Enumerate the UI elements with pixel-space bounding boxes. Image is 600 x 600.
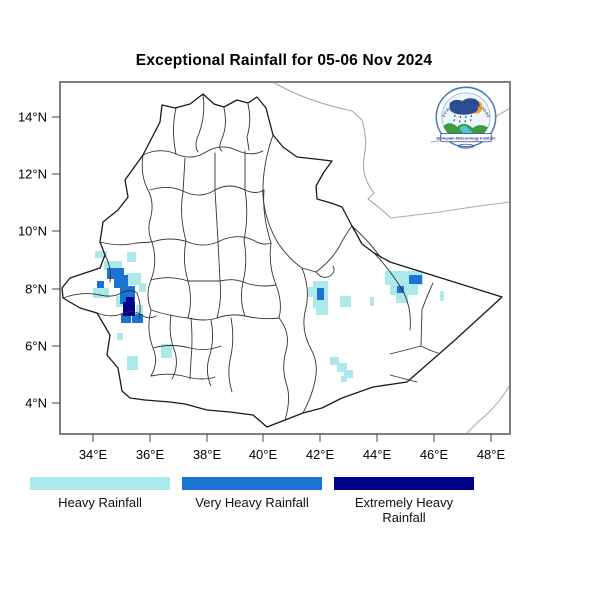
rain-cell-heavy	[95, 251, 107, 258]
legend-item-very-heavy: Very Heavy Rainfall	[182, 477, 322, 510]
rainfall-legend: Heavy Rainfall Very Heavy Rainfall Extre…	[0, 477, 600, 525]
lon-tick-label: 48°E	[477, 447, 506, 462]
rain-cell-heavy	[127, 252, 136, 262]
rain-cell-heavy	[440, 291, 444, 301]
ethiopia-outline	[61, 93, 503, 428]
rainfall-layer	[93, 251, 444, 382]
river-icon	[459, 125, 475, 135]
rain-cloud-icon	[449, 98, 480, 115]
lat-tick-label: 6°N	[25, 339, 47, 354]
somalia-indian-ocean-coastline	[465, 384, 511, 435]
lon-tick-label: 36°E	[136, 447, 165, 462]
rain-cell-heavy	[127, 356, 138, 370]
lon-tick-label: 44°E	[363, 447, 392, 462]
lon-tick-label: 38°E	[193, 447, 222, 462]
legend-swatch-very-heavy	[182, 477, 322, 490]
lon-tick-label: 40°E	[249, 447, 278, 462]
rain-cell-heavy	[396, 293, 408, 303]
rain-cell-heavy	[370, 297, 374, 306]
rain-cell-heavy	[139, 283, 146, 292]
map-title: Exceptional Rainfall for 05-06 Nov 2024	[135, 52, 433, 69]
logo-base-oval	[457, 143, 475, 149]
legend-item-heavy: Heavy Rainfall	[30, 477, 170, 510]
rain-cell-heavy	[316, 306, 328, 315]
lat-tick-label: 4°N	[25, 396, 47, 411]
rain-cell-heavy	[161, 344, 172, 358]
rain-cell-very_heavy	[317, 288, 324, 300]
rain-cell-heavy	[341, 376, 347, 382]
rain-cell-heavy	[126, 273, 141, 285]
rain-cell-heavy	[308, 287, 314, 297]
rain-cell-heavy	[116, 296, 123, 307]
map-frame	[59, 81, 511, 435]
lon-tick-label: 46°E	[420, 447, 449, 462]
meteorology-institute-logo: የኢትዮጵያ ሜቲዎሮሎጂ ኢንስቲትዩት Ethiopian Meteorol…	[429, 78, 497, 149]
axis-layer: 34°E 36°E 38°E 40°E 42°E 44°E 46°E 48°E 14°N 12°N…	[18, 110, 506, 463]
rain-cell-heavy	[337, 363, 347, 372]
legend-label-heavy: Heavy Rainfall	[58, 495, 142, 510]
logo-institute-name: Ethiopian Meteorology Institute	[436, 135, 496, 140]
rain-cell-heavy	[136, 305, 143, 318]
rain-cell-very_heavy	[121, 313, 131, 323]
lat-tick-label: 14°N	[18, 110, 47, 125]
rain-cell-very_heavy	[97, 281, 104, 288]
legend-label-very-heavy: Very Heavy Rainfall	[195, 495, 309, 510]
logo-banner	[440, 133, 492, 143]
admin-zone-boundaries	[62, 94, 439, 421]
legend-label-extremely-heavy: Extremely Heavy Rainfall	[354, 495, 454, 525]
red-sea-coastline	[272, 81, 511, 219]
lat-tick-label: 12°N	[18, 167, 47, 182]
rain-cell-extremely_heavy	[126, 297, 134, 303]
rain-cell-heavy	[344, 370, 353, 378]
rain-drops-icon	[453, 114, 473, 124]
rain-cell-very_heavy	[107, 268, 124, 279]
rain-cell-heavy	[330, 357, 339, 365]
legend-swatch-extremely-heavy	[334, 477, 474, 490]
legend-swatch-heavy	[30, 477, 170, 490]
lat-tick-label: 10°N	[18, 224, 47, 239]
rain-cell-heavy	[104, 261, 122, 270]
legend-item-extremely-heavy: Extremely Heavy Rainfall	[334, 477, 474, 525]
rain-cell-extremely_heavy	[123, 302, 135, 316]
rain-cell-heavy	[340, 296, 351, 307]
lat-tick-label: 8°N	[25, 282, 47, 297]
rain-cell-very_heavy	[397, 286, 404, 293]
rain-cell-very_heavy	[132, 314, 143, 323]
rain-cell-very_heavy	[409, 275, 422, 284]
rain-cell-heavy	[93, 288, 109, 298]
rain-cell-heavy	[117, 333, 123, 340]
lon-tick-label: 34°E	[79, 447, 108, 462]
rain-cell-very_heavy	[114, 275, 128, 288]
lon-tick-label: 42°E	[306, 447, 335, 462]
